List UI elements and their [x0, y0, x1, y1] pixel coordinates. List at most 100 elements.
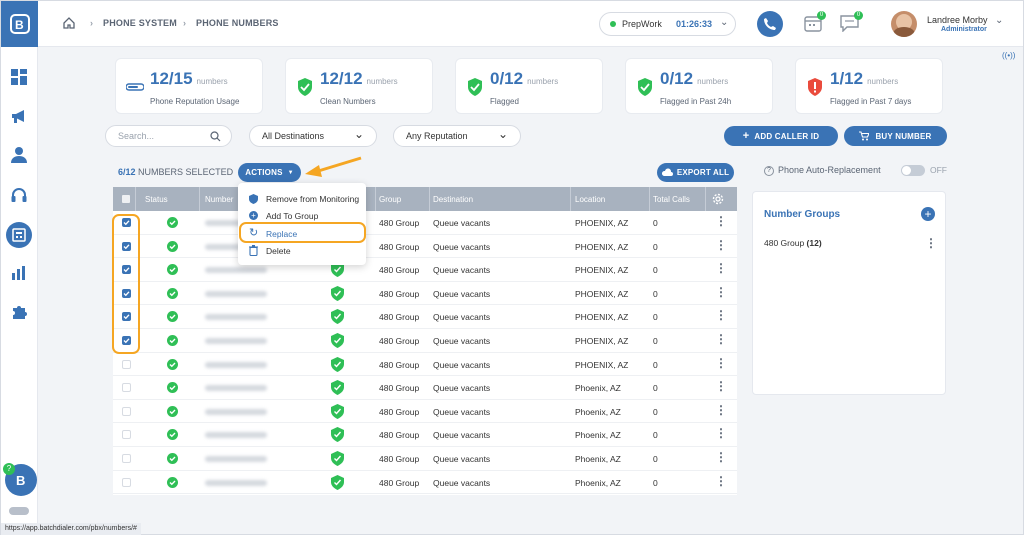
- table-row[interactable]: 480 Group Queue vacants PHOENIX, AZ 0 ⋮: [113, 235, 737, 259]
- user-role: Administrator: [941, 26, 987, 33]
- help-badge: ?: [3, 463, 15, 475]
- gear-icon[interactable]: [712, 193, 724, 205]
- breadcrumb-phone-system[interactable]: PHONE SYSTEM: [103, 18, 177, 28]
- cell-total-calls: 0: [653, 406, 658, 417]
- menu-item-remove-monitoring[interactable]: Remove from Monitoring: [238, 191, 366, 207]
- avatar[interactable]: [891, 11, 917, 37]
- status-ok-icon: [167, 358, 178, 370]
- row-menu-kebab[interactable]: ⋮: [715, 261, 727, 276]
- stat-unit: numbers: [697, 77, 729, 86]
- table-row[interactable]: 480 Group Queue vacants Phoenix, AZ 0 ⋮: [113, 400, 737, 424]
- number-redacted: [205, 361, 267, 368]
- help-icon[interactable]: ?: [764, 165, 774, 176]
- green-shield-icon: [298, 78, 312, 96]
- menu-item-add-to-group[interactable]: + Add To Group: [238, 208, 366, 224]
- cell-total-calls: 0: [653, 430, 658, 441]
- row-checkbox[interactable]: [122, 477, 131, 487]
- group-menu-kebab[interactable]: ⋮: [925, 236, 937, 250]
- export-all-button[interactable]: EXPORT ALL: [657, 163, 734, 182]
- batchdialer-logo[interactable]: B: [1, 1, 38, 47]
- reports-icon[interactable]: [8, 262, 30, 284]
- reputation-select[interactable]: Any Reputation ⌄: [393, 125, 521, 147]
- calendar-icon[interactable]: [804, 14, 822, 37]
- row-menu-kebab[interactable]: ⋮: [715, 214, 727, 228]
- row-menu-kebab[interactable]: ⋮: [715, 332, 727, 346]
- number-groups-panel: Number Groups + 480 Group (12) ⋮: [752, 191, 946, 395]
- row-checkbox[interactable]: [122, 359, 131, 369]
- green-shield-icon: [331, 380, 344, 396]
- table-row[interactable]: 480 Group Queue vacants PHOENIX, AZ 0 ⋮: [113, 258, 737, 282]
- phone-call-icon[interactable]: [757, 11, 783, 37]
- select-all-checkbox[interactable]: [122, 195, 130, 203]
- table-row[interactable]: 480 Group Queue vacants Phoenix, AZ 0 ⋮: [113, 376, 737, 400]
- number-redacted: [205, 338, 267, 344]
- row-checkbox[interactable]: [122, 430, 131, 440]
- cell-destination: Queue vacants: [433, 359, 491, 370]
- home-icon[interactable]: [62, 16, 76, 35]
- sidebar-toggle[interactable]: [9, 507, 29, 515]
- chevron-down-icon: ⌄: [497, 127, 508, 141]
- row-checkbox[interactable]: [122, 288, 131, 298]
- chevron-down-icon[interactable]: ⌄: [995, 15, 1004, 26]
- row-checkbox[interactable]: [122, 312, 131, 322]
- integrations-icon[interactable]: [8, 301, 30, 323]
- row-menu-kebab[interactable]: ⋮: [715, 237, 727, 252]
- actions-button[interactable]: ACTIONS ▼: [238, 163, 301, 182]
- row-checkbox[interactable]: [122, 336, 131, 345]
- megaphone-icon[interactable]: [8, 105, 30, 127]
- row-menu-kebab[interactable]: ⋮: [715, 402, 727, 417]
- row-menu-kebab[interactable]: ⋮: [715, 379, 727, 394]
- row-menu-kebab[interactable]: ⋮: [715, 426, 727, 441]
- col-destination[interactable]: Destination: [433, 195, 474, 204]
- row-checkbox[interactable]: [122, 265, 131, 275]
- stat-caption: Flagged: [490, 97, 519, 106]
- table-row[interactable]: 480 Group Queue vacants PHOENIX, AZ 0 ⋮: [113, 329, 737, 353]
- agent-status-pill[interactable]: PrepWork 01:26:33 ⌄: [599, 12, 736, 36]
- col-group[interactable]: Group: [379, 195, 402, 204]
- row-menu-kebab[interactable]: ⋮: [715, 473, 727, 488]
- search-input[interactable]: Search...: [105, 125, 232, 147]
- row-checkbox[interactable]: [122, 383, 131, 393]
- destination-select[interactable]: All Destinations ⌄: [249, 125, 377, 147]
- buy-number-button[interactable]: BUY NUMBER: [844, 126, 947, 146]
- row-checkbox[interactable]: [122, 454, 131, 463]
- table-row[interactable]: 480 Group Queue vacants PHOENIX, AZ 0 ⋮: [113, 305, 737, 329]
- cell-group: 480 Group: [379, 218, 420, 228]
- table-row[interactable]: 480 Group Queue vacants PHOENIX, AZ 0 ⋮: [113, 282, 737, 306]
- table-row[interactable]: 480 Group Queue vacants Phoenix, AZ 0 ⋮: [113, 423, 737, 447]
- status-ok-icon: [167, 311, 178, 323]
- user-name[interactable]: Landree Morby: [927, 15, 988, 25]
- headset-icon[interactable]: [8, 184, 30, 206]
- row-checkbox[interactable]: [122, 406, 131, 416]
- dashboard-icon[interactable]: [8, 66, 30, 88]
- cell-group: 480 Group: [379, 312, 420, 323]
- row-menu-kebab[interactable]: ⋮: [715, 355, 727, 370]
- stat-card-flagged: 0/12 numbers Flagged: [455, 58, 603, 114]
- stat-card-clean: 12/12 numbers Clean Numbers: [285, 58, 433, 114]
- stat-unit: numbers: [366, 77, 398, 86]
- col-total-calls[interactable]: Total Calls: [653, 195, 690, 204]
- table-row[interactable]: 480 Group Queue vacants PHOENIX, AZ 0 ⋮: [113, 353, 737, 377]
- add-caller-id-button[interactable]: + ADD CALLER ID: [724, 126, 838, 146]
- contacts-icon[interactable]: [8, 144, 30, 166]
- auto-replacement-toggle[interactable]: [901, 165, 925, 176]
- group-item[interactable]: 480 Group (12): [764, 238, 822, 248]
- table-row[interactable]: 480 Group Queue vacants Phoenix, AZ 0 ⋮: [113, 471, 737, 495]
- table-row[interactable]: 480 Group Queue vacants Phoenix, AZ 0 ⋮: [113, 447, 737, 471]
- calendar-badge: 0: [817, 11, 826, 20]
- number-redacted: [205, 432, 267, 439]
- table-row[interactable]: 480 Group Queue vacants PHOENIX, AZ 0 ⋮: [113, 211, 737, 235]
- col-location[interactable]: Location: [575, 195, 606, 204]
- row-menu-kebab[interactable]: ⋮: [715, 450, 727, 464]
- add-group-button[interactable]: +: [921, 207, 935, 221]
- menu-item-replace[interactable]: ↻ Replace: [238, 226, 366, 242]
- row-checkbox[interactable]: [122, 218, 131, 227]
- row-checkbox[interactable]: [122, 241, 131, 251]
- col-status[interactable]: Status: [145, 195, 168, 204]
- menu-item-delete[interactable]: Delete: [238, 243, 366, 259]
- phone-system-icon[interactable]: [6, 222, 32, 248]
- col-number[interactable]: Number: [205, 195, 234, 204]
- row-menu-kebab[interactable]: ⋮: [715, 308, 727, 323]
- row-menu-kebab[interactable]: ⋮: [715, 284, 727, 299]
